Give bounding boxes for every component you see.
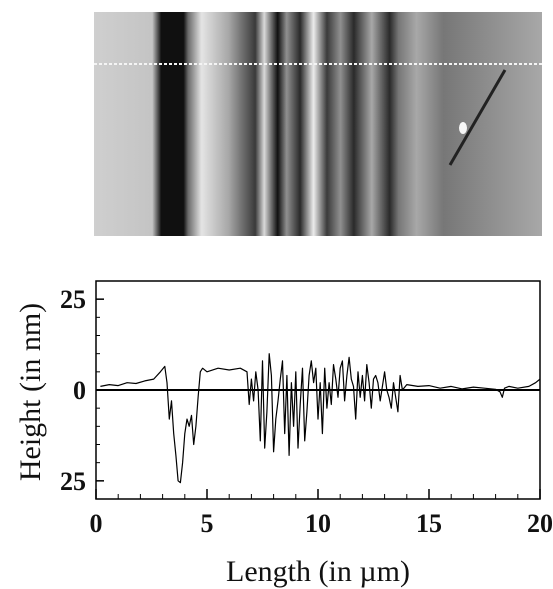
- scan-bright-spot: [459, 122, 467, 134]
- x-tick-label: 0: [90, 509, 103, 538]
- scan-image: [94, 12, 542, 236]
- x-tick-label: 10: [305, 509, 331, 538]
- y-tick-label: 25: [60, 285, 86, 314]
- x-axis-title: Length (in µm): [226, 555, 410, 588]
- y-axis-ticks: 25 0 25: [60, 280, 104, 500]
- x-tick-label: 5: [201, 509, 214, 538]
- y-tick-label: 0: [73, 376, 86, 405]
- x-tick-label: 20: [527, 509, 553, 538]
- scan-image-panel: [94, 12, 542, 236]
- y-axis-title: Height (in nm): [14, 303, 47, 481]
- height-profile-line: [100, 353, 540, 484]
- x-axis-ticks: 0 5 10 15 20: [90, 489, 553, 538]
- y-tick-label: 25: [60, 467, 86, 496]
- scan-scratch: [448, 69, 507, 166]
- x-tick-label: 15: [416, 509, 442, 538]
